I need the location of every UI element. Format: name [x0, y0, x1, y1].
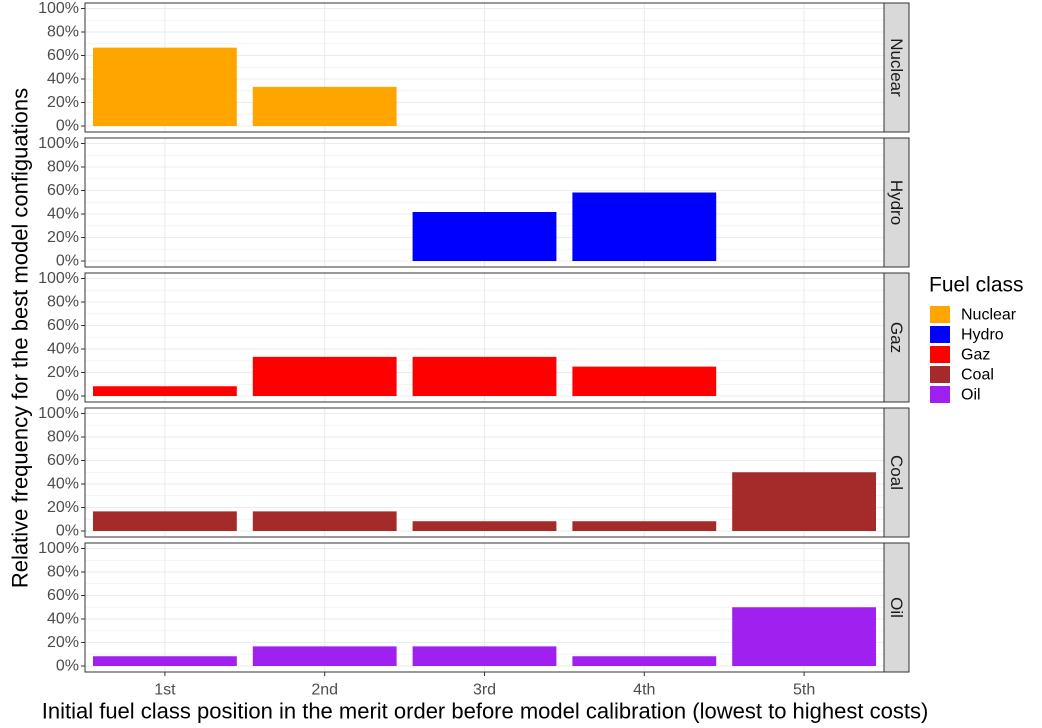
legend-label-hydro: Hydro — [961, 327, 1004, 344]
y-tick-label: 0% — [56, 388, 79, 405]
y-tick-label: 100% — [38, 135, 79, 152]
bar-hydro-4th — [572, 192, 717, 261]
x-tick-label: 3rd — [473, 682, 496, 699]
legend-label-gaz: Gaz — [961, 347, 990, 364]
bar-oil-2nd — [252, 646, 397, 666]
facet-panel-hydro: Hydro 0% 20% 40% 60% 80% 100% — [38, 135, 910, 270]
legend-title: Fuel class — [929, 274, 1024, 297]
facet-strip-label: Nuclear — [887, 38, 906, 97]
bar-nuclear-2nd — [252, 86, 397, 126]
y-tick-label: 20% — [47, 364, 79, 381]
y-tick-label: 20% — [47, 229, 79, 246]
bar-oil-1st — [92, 656, 237, 666]
x-tick-label: 5th — [793, 682, 815, 699]
legend-label-nuclear: Nuclear — [961, 307, 1017, 324]
x-axis-title: Initial fuel class position in the merit… — [42, 699, 929, 724]
bar-coal-1st — [92, 511, 237, 531]
y-tick-label: 20% — [47, 499, 79, 516]
facet-panel-coal: Coal 0% 20% 40% 60% 80% 100% — [38, 405, 910, 540]
y-axis-title: Relative frequency for the best model co… — [8, 88, 33, 588]
y-tick-label: 80% — [47, 24, 79, 41]
bar-hydro-3rd — [412, 212, 557, 261]
bar-gaz-4th — [572, 366, 717, 396]
y-tick-label: 80% — [47, 429, 79, 446]
bar-oil-5th — [732, 607, 877, 666]
facet-strip-label: Gaz — [887, 322, 906, 353]
x-tick-label: 4th — [633, 682, 655, 699]
y-tick-label: 100% — [38, 405, 79, 422]
bar-oil-3rd — [412, 646, 557, 666]
y-tick-label: 80% — [47, 159, 79, 176]
y-tick-label: 80% — [47, 564, 79, 581]
legend-swatch-nuclear — [930, 306, 950, 323]
legend-swatch-oil — [930, 386, 950, 403]
y-tick-label: 100% — [38, 0, 79, 17]
legend: Fuel class Nuclear Hydro Gaz Coal Oil — [929, 274, 1024, 404]
y-tick-label: 20% — [47, 634, 79, 651]
y-tick-label: 40% — [47, 341, 79, 358]
facet-strip — [883, 542, 910, 673]
y-tick-label: 60% — [47, 452, 79, 469]
bar-gaz-2nd — [252, 356, 397, 396]
y-tick-label: 40% — [47, 476, 79, 493]
y-tick-label: 40% — [47, 206, 79, 223]
bar-nuclear-1st — [92, 47, 237, 126]
facet-strip — [883, 407, 910, 538]
bar-gaz-1st — [92, 386, 237, 396]
bar-oil-4th — [572, 656, 717, 666]
y-tick-label: 0% — [56, 118, 79, 135]
y-tick-label: 40% — [47, 611, 79, 628]
legend-swatch-hydro — [930, 326, 950, 343]
x-tick-label: 2nd — [311, 682, 338, 699]
bar-gaz-3rd — [412, 356, 557, 396]
y-tick-label: 0% — [56, 658, 79, 675]
facet-strip — [883, 137, 910, 268]
legend-label-coal: Coal — [961, 367, 994, 384]
legend-label-oil: Oil — [961, 387, 981, 404]
legend-swatch-coal — [930, 366, 950, 383]
bar-coal-3rd — [412, 521, 557, 531]
facet-strip-label: Oil — [887, 597, 906, 618]
y-tick-label: 40% — [47, 71, 79, 88]
legend-swatch-gaz — [930, 346, 950, 363]
y-tick-label: 100% — [38, 270, 79, 287]
y-tick-label: 60% — [47, 317, 79, 334]
facet-strip — [883, 272, 910, 403]
bar-coal-5th — [732, 472, 877, 531]
y-tick-label: 60% — [47, 587, 79, 604]
y-tick-label: 80% — [47, 294, 79, 311]
facet-panel-nuclear: Nuclear 0% 20% 40% 60% 80% 100% — [38, 0, 910, 135]
y-tick-label: 60% — [47, 47, 79, 64]
x-tick-label: 1st — [154, 682, 176, 699]
bar-coal-2nd — [252, 511, 397, 531]
facet-strip-label: Hydro — [887, 180, 906, 225]
facet-strip — [883, 2, 910, 133]
bar-coal-4th — [572, 521, 717, 531]
y-tick-label: 0% — [56, 253, 79, 270]
y-tick-label: 20% — [47, 94, 79, 111]
y-tick-label: 100% — [38, 540, 79, 557]
y-tick-label: 60% — [47, 182, 79, 199]
facet-panel-gaz: Gaz 0% 20% 40% 60% 80% 100% — [38, 270, 910, 405]
facet-strip-label: Coal — [887, 455, 906, 490]
facet-panel-oil: Oil 0% 20% 40% 60% 80% 100% — [38, 540, 910, 675]
y-tick-label: 0% — [56, 523, 79, 540]
